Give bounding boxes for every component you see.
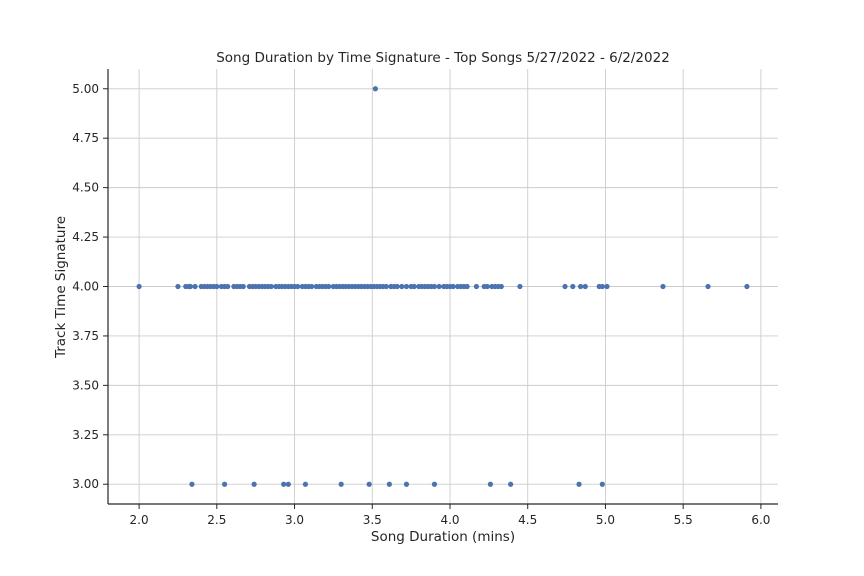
- x-tick-label: 5.5: [674, 513, 693, 527]
- x-tick-label: 4.5: [518, 513, 537, 527]
- y-tick-label: 3.75: [72, 329, 99, 343]
- scatter-point: [411, 283, 417, 290]
- scatter-point: [517, 283, 523, 290]
- y-axis-label: Track Time Signature: [53, 216, 69, 359]
- x-tick-label: 4.0: [440, 513, 459, 527]
- scatter-point: [450, 283, 456, 290]
- scatter-point: [705, 283, 711, 290]
- scatter-point: [562, 283, 568, 290]
- scatter-point: [487, 481, 494, 487]
- scatter-point: [295, 283, 301, 290]
- scatter-point: [281, 481, 287, 487]
- x-tick-label: 5.0: [596, 513, 615, 527]
- scatter-point: [604, 283, 610, 290]
- scatter-point: [338, 481, 344, 487]
- scatter-point: [326, 283, 332, 290]
- y-tick-label: 4.75: [72, 131, 99, 145]
- data-points: [136, 86, 750, 487]
- scatter-point: [473, 283, 480, 290]
- y-tick-label: 3.50: [72, 378, 99, 392]
- y-tick-label: 4.00: [72, 280, 99, 294]
- scatter-point: [268, 283, 274, 290]
- scatter-point: [464, 283, 470, 290]
- y-tick-label: 4.50: [72, 181, 99, 195]
- scatter-point: [582, 283, 588, 290]
- x-tick-label: 3.0: [285, 513, 304, 527]
- scatter-point: [240, 283, 246, 290]
- scatter-point: [251, 481, 257, 487]
- x-axis-ticks: 2.0 2.5 3.0 3.5 4.0 4.5 5.0 5.5 6.0: [130, 504, 770, 527]
- scatter-point: [386, 481, 392, 487]
- scatter-point: [366, 481, 372, 487]
- scatter-point: [285, 481, 291, 487]
- scatter-point: [744, 283, 750, 290]
- scatter-point: [431, 481, 438, 487]
- scatter-point: [394, 283, 400, 290]
- scatter-point: [498, 283, 504, 290]
- scatter-point: [214, 283, 220, 290]
- x-tick-label: 2.5: [207, 513, 226, 527]
- scatter-point: [431, 283, 438, 290]
- scatter-point: [221, 481, 228, 487]
- y-tick-label: 4.25: [72, 230, 99, 244]
- scatter-point: [576, 481, 582, 487]
- scatter-point: [383, 283, 389, 290]
- scatter-point: [136, 283, 142, 290]
- scatter-point: [403, 481, 410, 487]
- scatter-point: [225, 283, 231, 290]
- x-tick-label: 6.0: [751, 513, 770, 527]
- scatter-point: [599, 283, 605, 290]
- y-tick-label: 5.00: [72, 82, 99, 96]
- x-tick-label: 3.5: [363, 513, 382, 527]
- scatter-point: [577, 283, 584, 290]
- scatter-point: [175, 283, 181, 290]
- scatter-point: [403, 283, 410, 290]
- scatter-point: [187, 283, 193, 290]
- scatter-point: [508, 481, 514, 487]
- scatter-point: [599, 481, 605, 487]
- x-axis-label: Song Duration (mins): [371, 529, 515, 545]
- scatter-point: [372, 86, 378, 92]
- scatter-point: [309, 283, 315, 290]
- scatter-point: [189, 481, 195, 487]
- scatter-point: [192, 283, 198, 290]
- scatter-point: [484, 283, 490, 290]
- scatter-point: [570, 283, 576, 290]
- scatter-point: [660, 283, 666, 290]
- x-tick-label: 2.0: [130, 513, 149, 527]
- scatter-point: [436, 283, 442, 290]
- scatter-point: [399, 283, 405, 290]
- chart-title: Song Duration by Time Signature - Top So…: [216, 50, 670, 66]
- y-tick-label: 3.00: [72, 477, 99, 491]
- y-tick-label: 3.25: [72, 428, 99, 442]
- scatter-point: [302, 481, 309, 487]
- y-axis-ticks: 3.00 3.25 3.50 3.75 4.00 4.25 4.50 4.75 5.00: [72, 82, 108, 491]
